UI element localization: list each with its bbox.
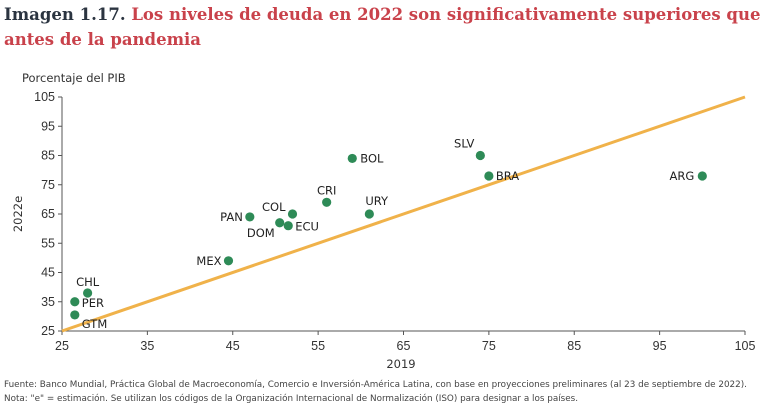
x-axis-label: 2019 (386, 357, 415, 371)
data-point (223, 256, 234, 266)
figure-title: Imagen 1.17. Los niveles de deuda en 202… (4, 2, 764, 52)
x-tick-label: 25 (55, 339, 69, 353)
data-point (475, 150, 485, 161)
point-label: ECU (295, 220, 319, 234)
x-tick-label: 55 (311, 339, 325, 353)
data-point (364, 209, 374, 219)
source-note: Fuente: Banco Mundial, Práctica Global d… (4, 380, 747, 390)
x-tick-label: 95 (653, 339, 667, 353)
point-label: MEX (196, 254, 221, 268)
data-point (697, 171, 707, 181)
scatter-chart: Porcentaje del PIB 2022e 2019 25 35 45 55 65… (11, 71, 756, 371)
chart-area: Porcentaje del PIB 2022e 2019 25 35 45 55 65… (0, 66, 768, 374)
point-label: ARG (670, 169, 695, 183)
y-tick-label: 95 (41, 119, 55, 133)
data-point (70, 310, 80, 320)
x-tick-label: 35 (140, 339, 154, 353)
data-point (245, 212, 255, 222)
data-point (83, 288, 93, 298)
point-label: CRI (317, 183, 336, 197)
x-tick-label: 105 (735, 339, 756, 353)
data-point (347, 153, 357, 164)
data-point (70, 297, 80, 307)
x-tick-label: 75 (482, 339, 496, 353)
y-tick-label: 105 (34, 90, 55, 104)
y-tick-label: 55 (41, 236, 55, 250)
point-label: COL (262, 200, 286, 214)
reference-line (61, 95, 746, 333)
x-tick-label: 65 (397, 339, 411, 353)
y-tick-label: 65 (41, 207, 55, 221)
unit-label: Porcentaje del PIB (22, 71, 126, 85)
point-label: BRA (496, 169, 519, 183)
point-label: PAN (220, 210, 243, 224)
y-tick-label: 75 (41, 178, 55, 192)
y-tick-label: 25 (41, 324, 55, 338)
x-tick-label: 45 (226, 339, 240, 353)
figure-title-text: Los niveles de deuda en 2022 son signifi… (4, 5, 761, 49)
data-point (322, 197, 332, 207)
point-label: URY (365, 194, 389, 208)
point-label: BOL (360, 151, 384, 165)
y-tick-label: 45 (41, 266, 55, 280)
y-axis-label: 2022e (11, 196, 25, 232)
x-tick-label: 85 (567, 339, 581, 353)
data-point (283, 221, 293, 231)
estimate-note: Nota: "e" = estimación. Se utilizan los … (4, 394, 579, 404)
point-label: SLV (454, 137, 474, 151)
data-point (275, 218, 285, 228)
point-label: GTM (82, 317, 107, 331)
data-point (484, 171, 494, 181)
y-tick-label: 35 (41, 295, 55, 309)
data-point (287, 209, 298, 219)
point-label: PER (82, 296, 104, 310)
y-tick-label: 85 (41, 149, 55, 163)
point-label: CHL (76, 275, 100, 289)
point-label: DOM (247, 226, 275, 240)
chart-notes: Fuente: Banco Mundial, Práctica Global d… (4, 378, 764, 406)
figure-number: Imagen 1.17. (4, 5, 126, 24)
